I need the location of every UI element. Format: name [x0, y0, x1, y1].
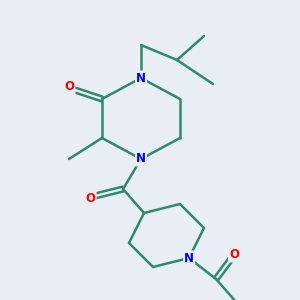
- Text: O: O: [64, 80, 75, 94]
- Text: N: N: [136, 152, 146, 166]
- Text: O: O: [229, 248, 239, 262]
- Text: N: N: [184, 251, 194, 265]
- Text: O: O: [85, 191, 96, 205]
- Text: N: N: [136, 71, 146, 85]
